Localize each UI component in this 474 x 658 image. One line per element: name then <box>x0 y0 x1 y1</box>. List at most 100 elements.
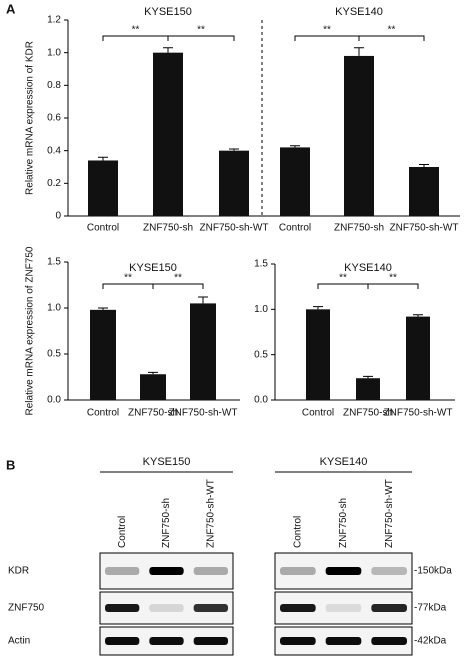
error-bar <box>419 164 429 167</box>
x-tick-label: Control <box>87 408 119 419</box>
x-tick-label: Control <box>302 408 334 419</box>
bar <box>88 160 118 216</box>
y-tick-label: 1.0 <box>254 304 268 315</box>
lane-label: ZNF750-sh-WT <box>205 479 216 548</box>
error-bar <box>98 156 108 161</box>
lane-label: ZNF750-sh <box>161 498 172 548</box>
significance-label: ** <box>124 273 132 284</box>
bar <box>90 309 116 400</box>
bar <box>306 309 330 400</box>
significance-bracket <box>102 283 204 289</box>
blot-band <box>371 637 407 645</box>
x-tick-label: ZNF750-sh-WT <box>200 223 269 234</box>
error-bar <box>363 375 373 379</box>
x-tick-label: Control <box>87 223 119 234</box>
blot-band <box>149 637 184 645</box>
error-bar <box>229 148 239 151</box>
group-title: KYSE150 <box>129 262 177 274</box>
blot-group-title: KYSE140 <box>320 456 368 468</box>
bar <box>140 374 166 400</box>
lane-label: ZNF750-sh-WT <box>384 479 395 548</box>
y-axis-label: Relative mRNA expression of KDR <box>25 41 36 195</box>
error-bar <box>354 47 364 56</box>
bar <box>219 150 249 216</box>
y-tick-label: 1.2 <box>47 15 61 26</box>
error-bar <box>163 47 173 53</box>
error-bar <box>413 314 423 317</box>
y-tick-label: 0.5 <box>47 349 61 360</box>
significance-label: ** <box>389 273 397 284</box>
blot-band <box>149 604 184 612</box>
x-tick-label: Control <box>279 223 311 234</box>
y-tick-label: 0.0 <box>47 395 61 406</box>
blot-band <box>105 604 140 612</box>
bar <box>406 316 430 400</box>
significance-label: ** <box>132 25 140 36</box>
y-tick-label: 0.0 <box>254 395 268 406</box>
bar <box>356 378 380 400</box>
significance-label: ** <box>339 273 347 284</box>
bar <box>190 303 216 400</box>
blot-band <box>325 567 362 575</box>
y-tick-label: 0.8 <box>47 80 61 91</box>
blot-group-title: KYSE150 <box>143 456 191 468</box>
significance-label: ** <box>174 273 182 284</box>
bar <box>409 167 439 216</box>
blot-band <box>149 567 184 575</box>
significance-label: ** <box>388 25 396 36</box>
significance-bracket <box>294 35 425 41</box>
x-tick-label: ZNF750-sh <box>343 408 393 419</box>
error-bar <box>290 145 300 148</box>
blot-row-label: KDR <box>8 566 29 577</box>
blot-band <box>105 567 140 575</box>
y-axis-label: Relative mRNA expression of ZNF750 <box>25 246 36 415</box>
y-tick-label: 1.0 <box>47 303 61 314</box>
blot-band <box>371 604 407 612</box>
significance-bracket <box>317 283 419 289</box>
blot-band <box>280 604 316 612</box>
x-tick-label: ZNF750-sh-WT <box>169 408 238 419</box>
error-bar <box>98 307 108 310</box>
significance-label: ** <box>197 25 205 36</box>
blot-marker: -150kDa <box>414 566 452 577</box>
y-tick-label: 0 <box>55 211 61 222</box>
group-title: KYSE140 <box>335 6 383 18</box>
lane-label: ZNF750-sh <box>338 498 349 548</box>
error-bar <box>148 371 158 375</box>
y-tick-label: 0.2 <box>47 178 61 189</box>
x-tick-label: ZNF750-sh-WT <box>390 223 459 234</box>
blot-band <box>193 567 228 575</box>
x-tick-label: ZNF750-sh <box>128 408 178 419</box>
error-bar <box>198 296 208 304</box>
lane-label: Control <box>292 516 303 548</box>
blot-band <box>280 567 316 575</box>
x-tick-label: ZNF750-sh-WT <box>384 408 453 419</box>
y-tick-label: 0.6 <box>47 113 61 124</box>
bar <box>344 55 374 216</box>
y-tick-label: 1.5 <box>47 257 61 268</box>
blot-marker: -77kDa <box>414 603 447 614</box>
blot-row-label: Actin <box>8 636 30 647</box>
blot-row-label: ZNF750 <box>8 603 45 614</box>
panel-label: B <box>6 457 15 472</box>
blot-band <box>193 637 228 645</box>
error-bar <box>313 306 323 310</box>
blot-band <box>325 637 362 645</box>
group-title: KYSE140 <box>344 262 392 274</box>
blot-band <box>280 637 316 645</box>
y-tick-label: 0.5 <box>254 349 268 360</box>
blot-band <box>371 567 407 575</box>
blot-band <box>325 604 362 612</box>
x-tick-label: ZNF750-sh <box>143 223 193 234</box>
blot-band <box>105 637 140 645</box>
y-tick-label: 0.4 <box>47 145 61 156</box>
x-tick-label: ZNF750-sh <box>334 223 384 234</box>
panel-label: A <box>6 1 16 16</box>
blot-band <box>193 604 228 612</box>
significance-bracket <box>102 35 235 41</box>
y-tick-label: 1.0 <box>47 47 61 58</box>
bar <box>153 52 183 216</box>
significance-label: ** <box>323 25 331 36</box>
bar <box>280 147 310 216</box>
